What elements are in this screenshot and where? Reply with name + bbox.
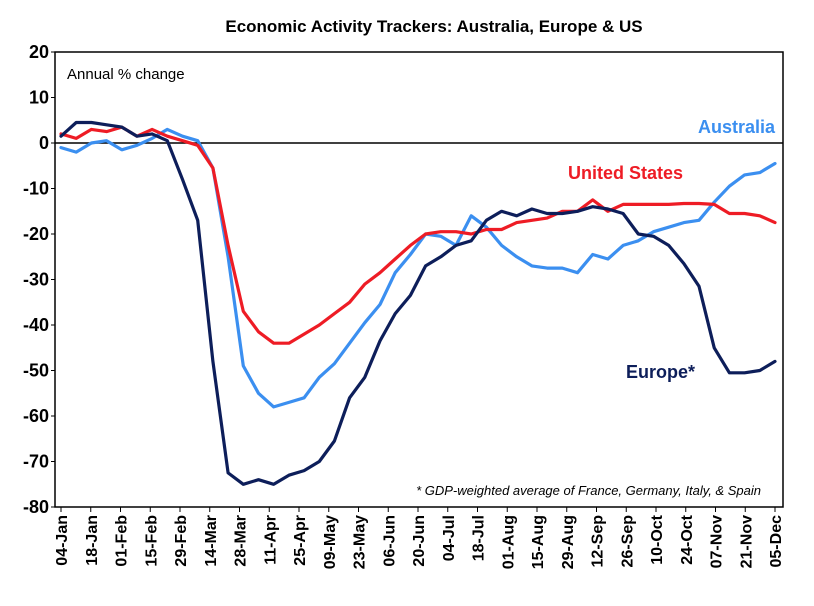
y-tick-label: -70: [23, 452, 49, 472]
x-tick-label: 12-Sep: [590, 515, 607, 568]
x-tick-label: 09-May: [322, 515, 339, 569]
x-tick-label: 14-Mar: [203, 515, 220, 567]
y-tick-label: -80: [23, 497, 49, 517]
x-tick-label: 05-Dec: [768, 515, 785, 568]
x-tick-label: 04-Jul: [441, 515, 458, 561]
series-line-united-states: [59, 125, 777, 345]
x-tick-label: 15-Feb: [143, 515, 160, 567]
series-line-europe: [59, 120, 777, 486]
y-axis-label: Annual % change: [67, 66, 185, 83]
x-tick-label: 18-Jul: [471, 515, 488, 561]
series-line-australia: [59, 127, 777, 409]
x-tick-label: 10-Oct: [649, 514, 666, 564]
x-tick-label: 11-Apr: [262, 515, 279, 565]
x-tick-label: 24-Oct: [679, 514, 696, 564]
series-lines: [59, 120, 777, 486]
series-label-united-states: United States: [568, 163, 683, 183]
x-tick-label: 28-Mar: [233, 515, 250, 567]
series-label-australia: Australia: [698, 117, 776, 137]
y-tick-label: -60: [23, 406, 49, 426]
x-tick-label: 18-Jan: [84, 515, 101, 566]
y-ticks: 20 10 0 -10 -20 -30 -40 -50 -60 -70 -80: [23, 42, 55, 517]
x-ticks: 04-Jan 18-Jan 01-Feb 15-Feb 29-Feb 14-Mar 28-M…: [54, 507, 785, 569]
x-tick-label: 04-Jan: [54, 515, 71, 566]
x-tick-label: 06-Jun: [381, 515, 398, 567]
y-tick-label: -10: [23, 179, 49, 199]
x-tick-label: 26-Sep: [619, 515, 636, 568]
x-tick-label: 20-Jun: [411, 515, 428, 567]
footnote: * GDP-weighted average of France, German…: [416, 483, 761, 498]
x-tick-label: 01-Feb: [114, 515, 131, 567]
y-tick-label: -50: [23, 361, 49, 381]
y-tick-label: 0: [39, 133, 49, 153]
y-tick-label: 20: [29, 42, 49, 62]
y-tick-label: -40: [23, 315, 49, 335]
y-tick-label: 10: [29, 88, 49, 108]
x-tick-label: 21-Nov: [738, 515, 755, 568]
x-tick-label: 29-Aug: [560, 515, 577, 569]
y-tick-label: -20: [23, 224, 49, 244]
x-tick-label: 29-Feb: [173, 515, 190, 567]
x-tick-label: 01-Aug: [500, 515, 517, 569]
x-tick-label: 15-Aug: [530, 515, 547, 569]
x-tick-label: 25-Apr: [292, 515, 309, 566]
y-tick-label: -30: [23, 270, 49, 290]
x-tick-label: 23-May: [352, 515, 369, 569]
x-tick-label: 07-Nov: [709, 515, 726, 568]
series-label-europe: Europe*: [626, 362, 695, 382]
chart-title: Economic Activity Trackers: Australia, E…: [225, 17, 642, 36]
